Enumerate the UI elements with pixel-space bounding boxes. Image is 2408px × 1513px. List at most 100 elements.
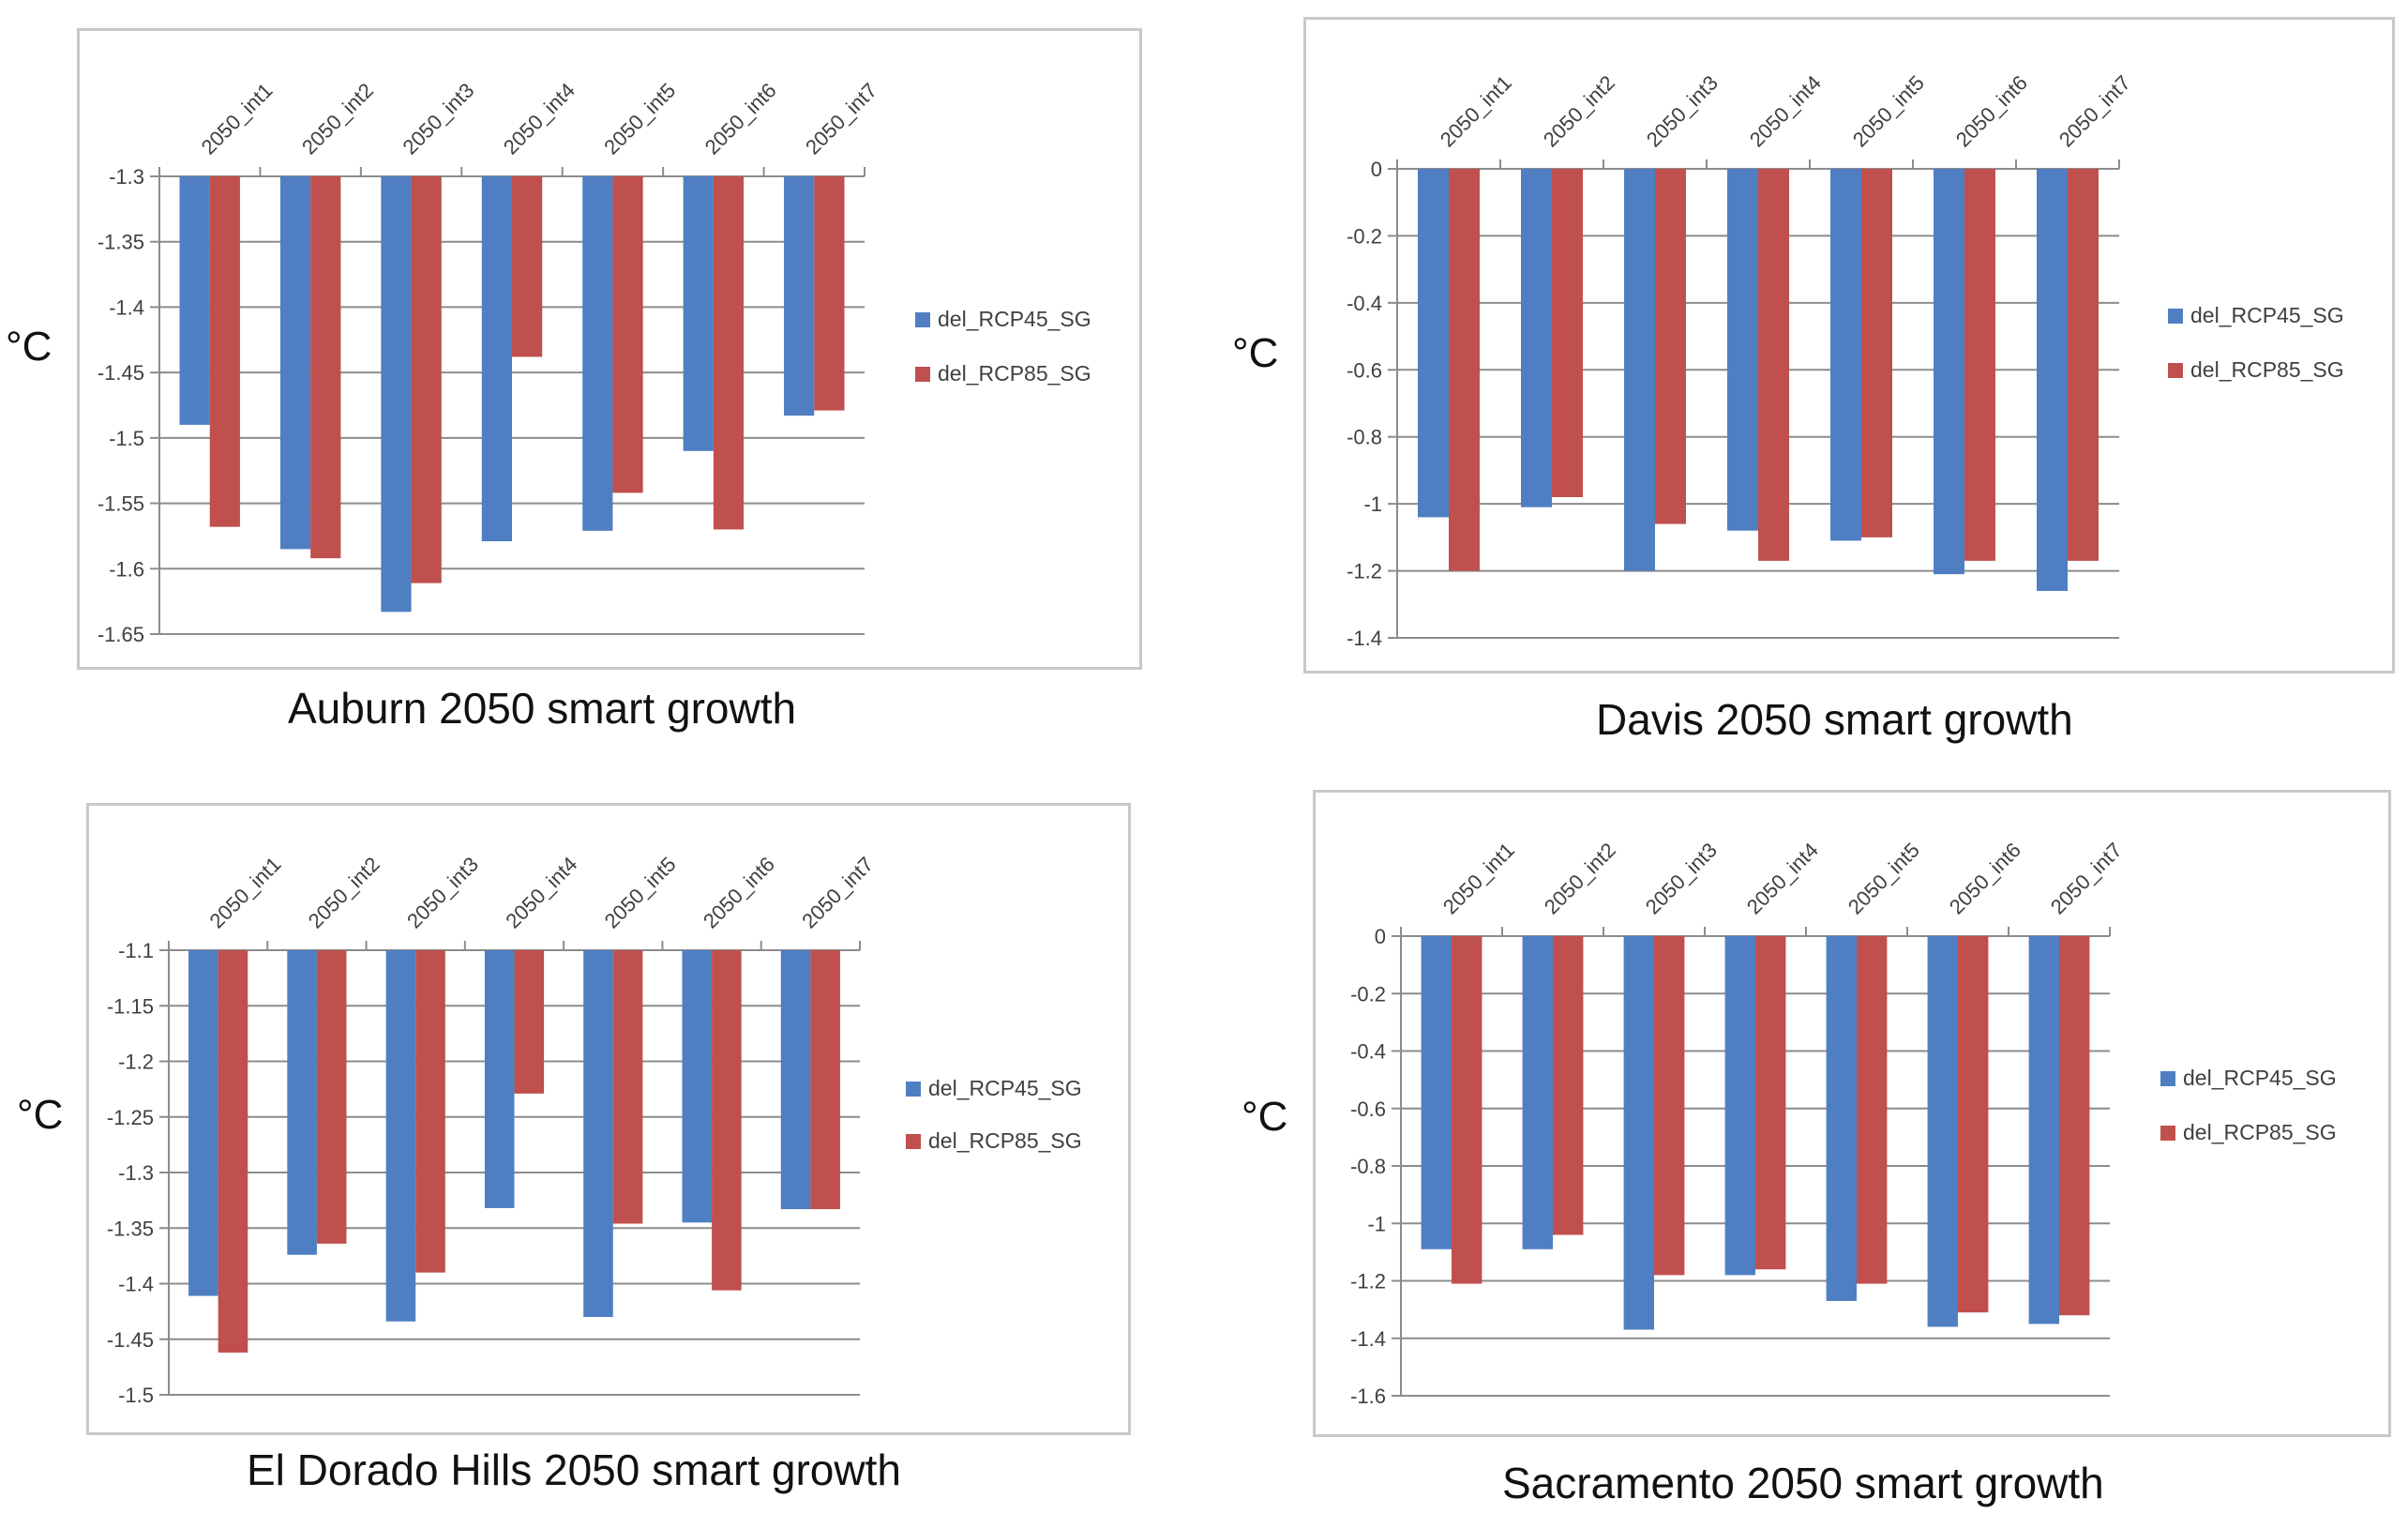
y-tick-label: -1.55 [98, 492, 144, 516]
y-tick-label: -1.45 [107, 1328, 154, 1352]
y-tick-label: -1.4 [1347, 627, 1382, 650]
x-tick-label: 2050_int1 [197, 79, 278, 159]
bar [713, 176, 745, 530]
y-unit-label: °C [1242, 1094, 1288, 1140]
legend: del_RCP45_SG del_RCP85_SG [906, 1076, 1082, 1153]
bar [683, 176, 714, 451]
x-tick-label: 2050_int1 [1436, 71, 1516, 152]
y-tick-label: -1.25 [107, 1106, 154, 1129]
y-tick-label: -1.2 [118, 1051, 154, 1074]
bar [2037, 169, 2068, 591]
bar [279, 176, 311, 550]
y-tick-label: -1 [1363, 492, 1382, 516]
bar [1452, 936, 1482, 1284]
bar [582, 176, 613, 531]
y-tick-label: -1.3 [118, 1161, 154, 1185]
legend-swatch [906, 1082, 921, 1097]
legend-swatch [2160, 1126, 2175, 1141]
y-tick-label: -1.1 [118, 939, 154, 962]
x-tick-label: 2050_int4 [501, 853, 581, 933]
legend-label: del_RCP45_SG [938, 307, 1091, 331]
y-tick-label: -1.3 [109, 165, 144, 189]
y-unit-label: °C [1232, 330, 1279, 376]
x-tick-label: 2050_int2 [1539, 71, 1619, 152]
x-tick-label: 2050_int4 [499, 79, 579, 159]
y-tick-label: -0.6 [1350, 1097, 1386, 1121]
bar [1553, 936, 1584, 1235]
x-tick-label: 2050_int6 [1951, 71, 2032, 152]
bar [209, 176, 240, 527]
y-axis-ticks: 0 -0.2 -0.4 -0.6 -0.8 -1 -1.2 -1.4 -1.6 [1350, 925, 1401, 1408]
x-tick-label: 2050_int5 [1848, 71, 1929, 152]
bar [381, 176, 412, 613]
y-tick-label: 0 [1375, 925, 1386, 948]
bar [1552, 169, 1583, 497]
bar [2028, 936, 2059, 1324]
y-tick-label: -0.4 [1347, 292, 1382, 315]
bar [712, 950, 742, 1291]
y-tick-label: -0.2 [1350, 982, 1386, 1006]
bar [514, 950, 545, 1094]
x-tick-label: 2050_int2 [297, 79, 378, 159]
legend-label: del_RCP45_SG [928, 1076, 1082, 1100]
bar [310, 176, 341, 559]
bar [411, 176, 442, 583]
bar [188, 950, 218, 1296]
y-unit-label: °C [17, 1092, 64, 1138]
chart-panel-auburn: °C -1.3 -1.35 -1.4 -1.45 -1.5 -1.55 -1.6 -1.65 2… [0, 0, 1191, 750]
x-tick-label: 2050_int6 [700, 79, 781, 159]
bar [1826, 936, 1857, 1301]
bar [512, 176, 543, 357]
bar [1727, 169, 1758, 531]
bars [188, 950, 840, 1353]
bar-chart-svg: -1.3 -1.35 -1.4 -1.45 -1.5 -1.55 -1.6 -1.65 2050… [98, 79, 1091, 646]
legend-swatch [915, 367, 930, 382]
y-axis-ticks: -1.3 -1.35 -1.4 -1.45 -1.5 -1.55 -1.6 -1.65 [98, 165, 159, 646]
x-tick-label: 2050_int5 [599, 79, 680, 159]
bar [1958, 936, 1989, 1313]
chart-box [1313, 790, 2391, 1437]
y-tick-label: -1.2 [1350, 1270, 1386, 1294]
y-tick-label: -0.8 [1347, 426, 1382, 449]
bar [287, 950, 317, 1255]
chart-caption: Auburn 2050 smart growth [288, 684, 797, 733]
chart-panel-davis: °C 0 -0.2 -0.4 -0.6 -0.8 -1 -1.2 -1.4 2050_int1 2… [1219, 0, 2408, 750]
y-axis-ticks: -1.1 -1.15 -1.2 -1.25 -1.3 -1.35 -1.4 -1.45 -1.5 [107, 939, 169, 1407]
y-tick-label: -1 [1367, 1212, 1386, 1235]
y-tick-label: -0.8 [1350, 1155, 1386, 1178]
bar [1861, 169, 1892, 537]
x-tick-label: 2050_int7 [2054, 71, 2135, 152]
bar [1421, 936, 1452, 1249]
bar [1654, 936, 1685, 1276]
y-axis-ticks: 0 -0.2 -0.4 -0.6 -0.8 -1 -1.2 -1.4 [1347, 158, 1397, 650]
x-tick-label: 2050_int6 [1945, 839, 2025, 919]
legend-swatch [915, 312, 930, 327]
bar [1655, 169, 1686, 524]
bar [784, 176, 815, 416]
legend-swatch [2160, 1071, 2175, 1086]
bar [1758, 169, 1789, 561]
bar [810, 950, 840, 1210]
legend-swatch [906, 1134, 921, 1149]
y-tick-label: -1.4 [118, 1273, 154, 1296]
bar-chart-svg: -1.1 -1.15 -1.2 -1.25 -1.3 -1.35 -1.4 -1.45 -1.5… [107, 853, 1082, 1407]
legend: del_RCP45_SG del_RCP85_SG [915, 307, 1091, 386]
x-tick-label: 2050_int7 [797, 853, 878, 933]
bar [780, 950, 811, 1210]
legend-label: del_RCP45_SG [2190, 303, 2344, 327]
y-tick-label: -0.2 [1347, 224, 1382, 248]
bars [179, 176, 845, 613]
bar [1521, 169, 1552, 507]
x-tick-label: 2050_int4 [1745, 71, 1826, 152]
y-tick-label: -1.15 [107, 994, 154, 1018]
x-axis-ticks: 2050_int1 2050_int2 2050_int3 2050_int4 2050… [1396, 71, 2135, 169]
bar [814, 176, 845, 411]
bar [1857, 936, 1888, 1284]
y-tick-label: -1.4 [109, 295, 144, 319]
legend-label: del_RCP85_SG [928, 1128, 1082, 1153]
y-tick-label: -1.5 [109, 427, 144, 450]
legend-label: del_RCP85_SG [2190, 357, 2344, 382]
legend-swatch [2168, 363, 2183, 378]
y-tick-label: -1.35 [98, 231, 144, 254]
x-tick-label: 2050_int7 [801, 79, 881, 159]
